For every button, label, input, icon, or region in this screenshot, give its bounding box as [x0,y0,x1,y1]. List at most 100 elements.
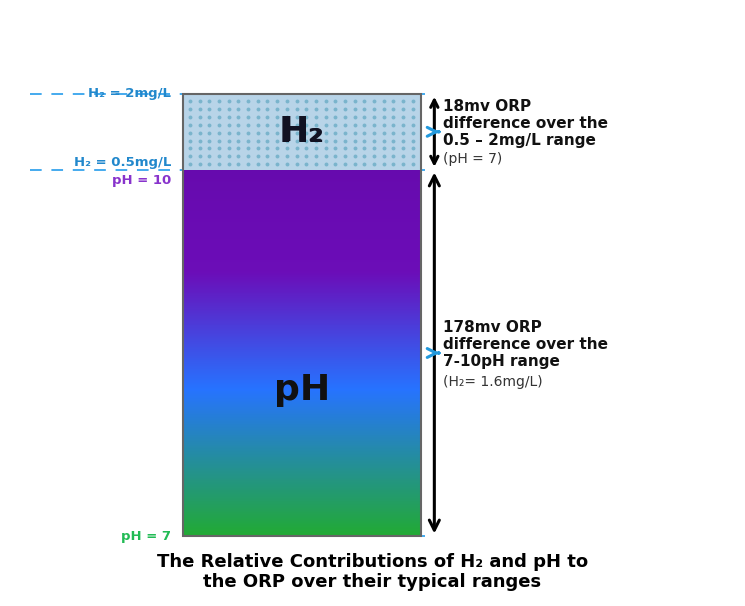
Bar [183,511,421,513]
Bar [183,416,421,417]
Bar [183,353,421,354]
Bar [183,495,421,496]
Bar [183,213,421,214]
Bar [183,341,421,342]
Bar [183,383,421,384]
Bar [183,464,421,465]
Bar [183,439,421,440]
Bar [183,273,421,274]
Bar [183,202,421,204]
Bar [183,230,421,231]
Bar [183,224,421,225]
Bar [183,231,421,232]
Bar [183,375,421,376]
Bar [183,281,421,282]
Bar [183,432,421,433]
Bar [183,293,421,295]
Bar [183,240,421,241]
Bar [183,407,421,408]
Bar [183,300,421,301]
Bar [183,211,421,212]
Bar [183,282,421,284]
Bar [183,207,421,208]
Bar [183,266,421,267]
Bar [183,395,421,396]
Bar [183,315,421,316]
Bar [183,208,421,209]
Bar [183,367,421,368]
Bar [183,454,421,456]
Bar [183,320,421,321]
Bar [183,225,421,227]
Bar [183,185,421,186]
Bar [183,470,421,471]
Bar [183,248,421,250]
Bar [183,430,421,431]
Bar [183,510,421,511]
Bar [183,429,421,430]
Bar [183,193,421,195]
Bar [183,318,421,319]
Bar [183,254,421,255]
Bar [183,270,421,271]
Bar [183,344,421,345]
Bar [183,252,421,253]
Bar [183,296,421,297]
Bar [183,335,421,336]
Bar [183,520,421,521]
Bar [183,357,421,358]
Bar [183,321,421,322]
Bar [183,219,421,220]
Bar [183,465,421,466]
Bar [183,408,421,409]
Bar [183,349,421,350]
Bar [183,368,421,370]
Bar [183,373,421,374]
Bar [183,236,421,238]
Bar [183,340,421,341]
Text: (pH = 7): (pH = 7) [443,152,503,166]
Bar [183,528,421,529]
Bar [183,356,421,357]
Text: (H₂= 1.6mg/L): (H₂= 1.6mg/L) [443,375,543,389]
Bar [183,175,421,176]
Bar [183,286,421,287]
Bar [183,221,421,222]
Bar [183,487,421,488]
Bar [183,425,421,427]
Bar [183,191,421,193]
Bar [183,400,421,401]
Bar [183,433,421,434]
Bar [183,336,421,338]
Bar [183,216,421,218]
Bar [183,491,421,492]
Bar [183,263,421,264]
Bar [183,366,421,367]
Bar [183,448,421,449]
Bar [183,442,421,443]
Bar [183,235,421,236]
Bar [183,509,421,510]
Bar [183,198,421,199]
Bar [183,285,421,286]
Bar [183,352,421,353]
Bar [183,262,421,263]
Bar [183,331,421,332]
Bar [183,188,421,189]
Bar [183,268,421,270]
Bar [183,255,421,256]
Bar [183,381,421,382]
Bar [183,409,421,410]
Bar [183,472,421,473]
Bar [183,170,421,171]
Bar [183,329,421,330]
Bar [183,267,421,268]
Text: 18mv ORP: 18mv ORP [443,99,531,114]
Bar [183,206,421,207]
Bar [183,497,421,498]
Bar [183,214,421,215]
Bar [183,328,421,329]
Bar [183,422,421,424]
Bar [183,291,421,293]
Bar [183,475,421,476]
